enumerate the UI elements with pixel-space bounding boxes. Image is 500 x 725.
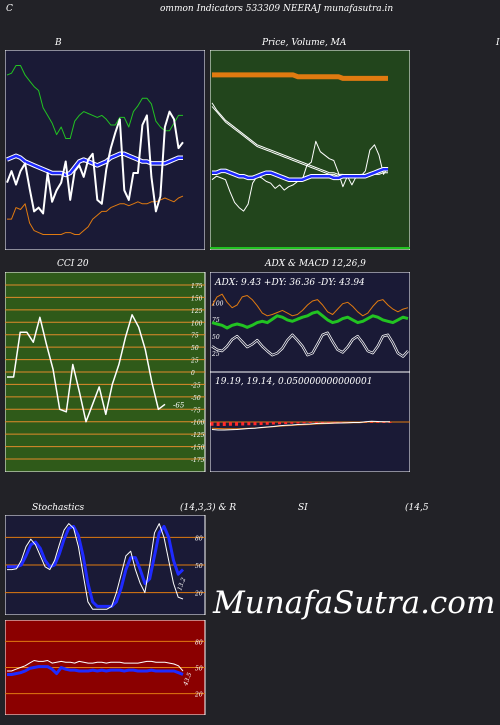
cci-chart: 175 150 125 100 75 50 25 0 -25 -50 -75 -100 -125 -150… [5,272,206,472]
macd-values: 19.19, 19.14, 0.050000000000001 [215,377,372,387]
cci-tick-label: 175 [191,283,203,290]
macd-chart: 19.19, 19.14, 0.050000000000001 [210,372,410,472]
stoch-tick-label: 80 [195,535,203,542]
bollinger-chart [5,50,205,250]
macd-histogram-bar [320,422,324,423]
adx-chart: ADX: 9.43 +DY: 36.36 -DY: 43.94 100 75 50 2… [210,272,410,372]
bollinger-title: B [55,38,62,48]
price-series-ma_orange [212,72,388,81]
cut-letter: I [496,38,500,48]
macd-histogram-bar [210,422,214,426]
macd-histogram-bar [228,422,232,426]
cci-line [7,314,166,423]
cci-tick-label: 25 [190,358,199,365]
cci-tick-label: 100 [191,320,203,327]
macd-histogram-bar [290,422,294,424]
macd-histogram-bar [284,422,288,424]
stoch-title: Stochastics [32,503,85,513]
watermark: MunafaSutra.com [213,585,496,621]
stoch-k-line [7,523,184,610]
adx-tick-label: 25 [211,351,220,358]
adx-values: ADX: 9.43 +DY: 36.36 -DY: 43.94 [214,278,365,288]
cci-tick-label: -100 [191,420,205,427]
rsi-params: (14,5 [405,503,429,513]
macd-histogram-bar [259,422,263,425]
price-series-ma_blue [212,167,388,181]
adx-series-minus_dy [211,332,409,357]
macd-histogram-bar [302,422,306,424]
bb-series-upper [6,65,183,139]
rsi-title: SI [298,503,308,513]
cci-tick-label: -125 [191,432,205,439]
stoch-params: (14,3,3) & R [180,503,237,513]
rsi-last-value: 43.5 [182,672,194,688]
price-ma-chart [210,50,410,250]
adx-series-adx [211,310,409,330]
macd-histogram-bar [247,422,251,426]
macd-histogram-bar [333,422,337,423]
macd-histogram-bar [388,422,392,423]
page-title: ommon Indicators 533309 NEERAJ munafasut… [160,4,394,14]
adx-series-plus_dy [211,293,409,317]
stoch-d-line [7,524,185,608]
bb-series-price [6,110,184,215]
cci-tick-label: 150 [191,295,203,302]
macd-line [211,420,390,431]
macd-histogram-bar [376,422,380,423]
cci-tick-label: 0 [191,370,195,377]
stoch-tick-label: 20 [194,591,203,598]
macd-histogram-bar [271,422,275,425]
macd-histogram-bar [216,422,220,426]
macd-histogram-bar [241,422,245,426]
macd-histogram-bar [235,422,239,426]
macd-histogram-bar [296,422,300,424]
rsi-ma-line [7,665,184,676]
macd-histogram-bar [327,422,331,423]
rsi-line [7,660,184,672]
macd-histogram-bar [382,422,386,423]
cci-tick-label: -150 [191,445,205,452]
rsi-tick-label: 80 [195,639,203,646]
adx-macd-title: ADX & MACD 12,26,9 [265,259,366,269]
stoch-tick-label: 50 [195,563,203,570]
cci-tick-label: 75 [191,333,199,340]
bb-series-middle [6,152,183,177]
cci-tick-label: -25 [191,382,201,389]
cci-tick-label: -50 [191,395,201,402]
macd-histogram-bar [308,422,312,423]
macd-histogram-bar [370,422,374,423]
macd-histogram-bar [222,422,226,426]
cci-tick-label: -75 [191,407,201,414]
stoch-last-value: 13.2 [176,577,187,592]
cci-tick-label: 125 [191,308,203,315]
price-title: Price, Volume, MA [262,38,347,48]
cci-title: CCI 20 [57,259,89,269]
cci-tick-label: -175 [191,457,205,464]
macd-histogram-bar [265,422,269,425]
adx-tick-label: 100 [212,300,224,307]
header-left-letter: C [6,4,13,14]
rsi-tick-label: 20 [194,692,203,699]
rsi-tick-label: 50 [195,666,203,673]
stochastics-chart: 80 50 20 13.2 [5,515,206,615]
adx-tick-label: 50 [212,334,220,341]
adx-tick-label: 75 [212,317,220,324]
macd-histogram-bar [314,422,318,423]
macd-histogram-bar [278,422,282,425]
cci-last-value: -65 [173,401,185,409]
bollinger-frame [5,50,205,250]
cci-tick-label: 50 [191,345,199,352]
macd-histogram-bar [253,422,257,426]
